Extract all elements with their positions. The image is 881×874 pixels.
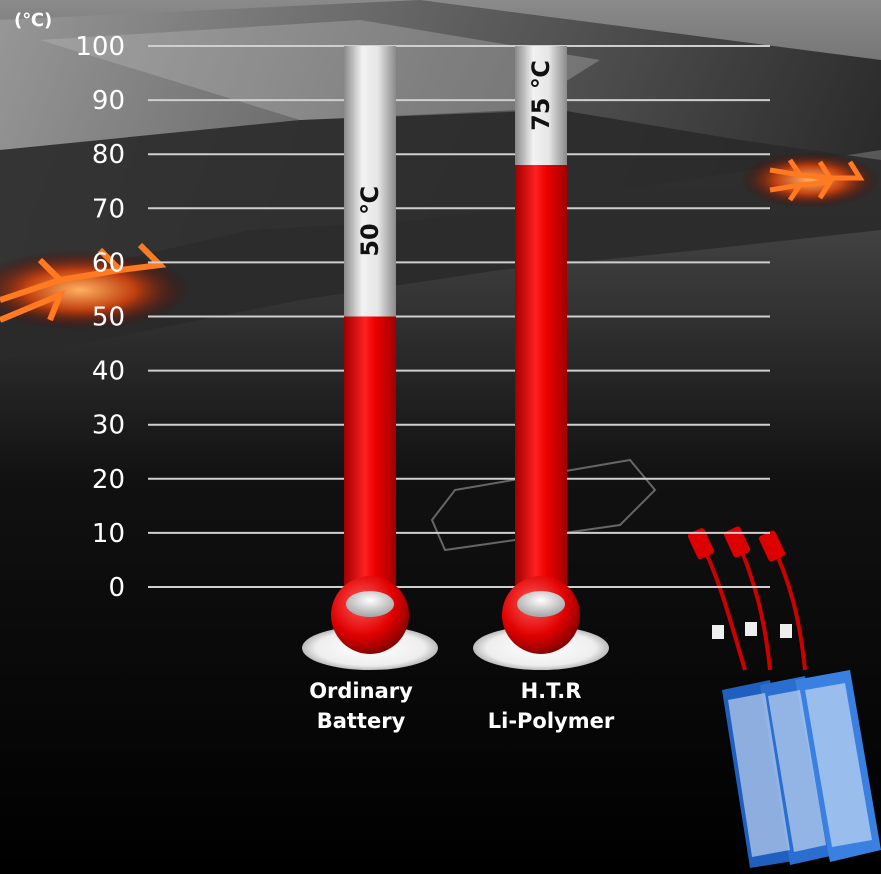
y-tick-label: 60 (92, 248, 125, 278)
gridlines (148, 45, 770, 588)
thermometer-bars: 50 ℃ 75 ℃ (302, 46, 609, 670)
bulb-highlight (517, 591, 565, 617)
battery-pack-illustration (687, 526, 881, 868)
category-label-line: Li-Polymer (487, 709, 615, 733)
thermometer-0: 50 ℃ (302, 46, 438, 670)
bar (344, 316, 396, 592)
y-axis-ticks: 0 10 20 30 40 50 60 70 80 90 100 (75, 32, 125, 603)
category-label-ordinary-battery: Ordinary Battery (271, 676, 451, 736)
y-tick-label: 80 (92, 140, 125, 170)
y-tick-label: 30 (92, 411, 125, 441)
y-tick-label: 50 (92, 303, 125, 333)
category-label-line: Battery (316, 709, 406, 733)
y-tick-label: 100 (75, 32, 125, 62)
y-tick-label: 0 (108, 573, 125, 603)
y-tick-label: 20 (92, 465, 125, 495)
category-label-line: Ordinary (309, 679, 413, 703)
category-label-htr-li-polymer: H.T.R Li-Polymer (461, 676, 641, 736)
bar (515, 165, 567, 592)
y-tick-label: 70 (92, 194, 125, 224)
y-tick-label: 10 (92, 519, 125, 549)
data-label: 50 ℃ (356, 186, 384, 257)
data-label: 75 ℃ (527, 60, 555, 131)
thermometer-1: 75 ℃ (473, 46, 609, 670)
y-tick-label: 40 (92, 357, 125, 387)
bulb-highlight (346, 591, 394, 617)
category-label-line: H.T.R (520, 679, 582, 703)
y-tick-label: 90 (92, 86, 125, 116)
y-axis-unit-label: (℃) (14, 10, 53, 31)
